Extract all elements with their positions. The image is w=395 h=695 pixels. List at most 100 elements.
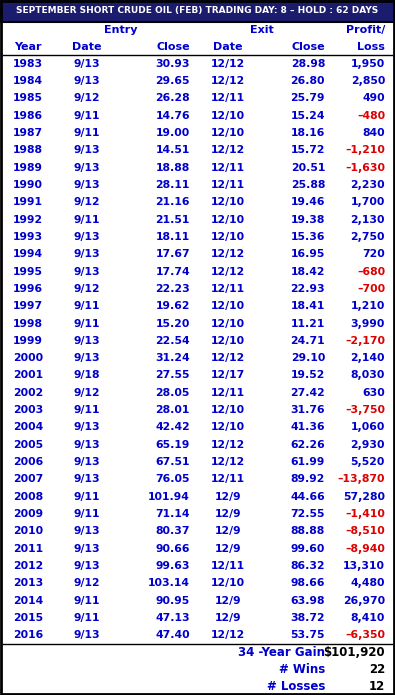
Text: 9/12: 9/12 — [74, 388, 100, 398]
Text: 103.14: 103.14 — [148, 578, 190, 589]
Text: Loss: Loss — [357, 42, 385, 51]
Text: 2,130: 2,130 — [350, 215, 385, 224]
Text: 2000: 2000 — [13, 353, 43, 363]
Text: 89.92: 89.92 — [291, 475, 325, 484]
Text: 2,230: 2,230 — [350, 180, 385, 190]
Text: 101.94: 101.94 — [148, 492, 190, 502]
Text: 90.66: 90.66 — [156, 543, 190, 554]
Text: –1,410: –1,410 — [345, 509, 385, 519]
Text: –480: –480 — [357, 111, 385, 121]
Text: 2007: 2007 — [13, 475, 43, 484]
Text: 12/10: 12/10 — [211, 215, 245, 224]
Text: 12/12: 12/12 — [211, 630, 245, 640]
Text: 1984: 1984 — [13, 76, 43, 86]
Text: 16.95: 16.95 — [291, 250, 325, 259]
Text: 2015: 2015 — [13, 613, 43, 623]
Text: 2016: 2016 — [13, 630, 43, 640]
Text: –8,510: –8,510 — [345, 526, 385, 537]
Text: 90.95: 90.95 — [156, 596, 190, 605]
Text: 12/10: 12/10 — [211, 578, 245, 589]
Text: 18.88: 18.88 — [156, 163, 190, 172]
Text: 12/12: 12/12 — [211, 76, 245, 86]
Text: 9/13: 9/13 — [74, 163, 100, 172]
Text: 88.88: 88.88 — [291, 526, 325, 537]
Text: 1996: 1996 — [13, 284, 43, 294]
Text: 19.46: 19.46 — [290, 197, 325, 207]
Text: 12/12: 12/12 — [211, 440, 245, 450]
Text: 28.11: 28.11 — [156, 180, 190, 190]
Text: 1985: 1985 — [13, 93, 43, 104]
Text: 29.65: 29.65 — [156, 76, 190, 86]
Text: 31.76: 31.76 — [290, 405, 325, 415]
Text: 12/11: 12/11 — [211, 180, 245, 190]
Text: 47.13: 47.13 — [155, 613, 190, 623]
Text: –2,170: –2,170 — [345, 336, 385, 346]
Text: 11.21: 11.21 — [291, 318, 325, 329]
Text: 9/12: 9/12 — [74, 578, 100, 589]
Text: 2,930: 2,930 — [350, 440, 385, 450]
Text: 18.11: 18.11 — [156, 232, 190, 242]
Text: 12/10: 12/10 — [211, 232, 245, 242]
Text: 2014: 2014 — [13, 596, 43, 605]
Text: 99.63: 99.63 — [156, 561, 190, 571]
Text: –8,940: –8,940 — [345, 543, 385, 554]
Text: 9/13: 9/13 — [74, 561, 100, 571]
Text: 9/11: 9/11 — [74, 111, 100, 121]
Text: 9/11: 9/11 — [74, 492, 100, 502]
Text: Profit/: Profit/ — [346, 25, 385, 35]
Text: 25.79: 25.79 — [290, 93, 325, 104]
Text: 12/9: 12/9 — [215, 492, 241, 502]
Text: Close: Close — [292, 42, 325, 51]
Text: 42.42: 42.42 — [155, 423, 190, 432]
Text: 12: 12 — [369, 680, 385, 693]
Text: 25.88: 25.88 — [291, 180, 325, 190]
Text: –3,750: –3,750 — [345, 405, 385, 415]
Text: 2011: 2011 — [13, 543, 43, 554]
Text: 1992: 1992 — [13, 215, 43, 224]
Text: 80.37: 80.37 — [156, 526, 190, 537]
Text: 2,850: 2,850 — [351, 76, 385, 86]
Text: 72.55: 72.55 — [290, 509, 325, 519]
Text: 2004: 2004 — [13, 423, 43, 432]
Text: # Losses: # Losses — [267, 680, 325, 693]
Text: 12/12: 12/12 — [211, 250, 245, 259]
Text: 840: 840 — [362, 128, 385, 138]
Text: 2009: 2009 — [13, 509, 43, 519]
Text: 18.41: 18.41 — [291, 301, 325, 311]
Text: 9/11: 9/11 — [74, 405, 100, 415]
Text: 9/11: 9/11 — [74, 301, 100, 311]
Text: 12/9: 12/9 — [215, 596, 241, 605]
Text: 9/12: 9/12 — [74, 93, 100, 104]
Text: Date: Date — [213, 42, 243, 51]
Text: 9/13: 9/13 — [74, 232, 100, 242]
Text: 27.42: 27.42 — [290, 388, 325, 398]
Text: 2006: 2006 — [13, 457, 43, 467]
Text: 12/11: 12/11 — [211, 475, 245, 484]
Text: 44.66: 44.66 — [290, 492, 325, 502]
Text: 9/13: 9/13 — [74, 440, 100, 450]
Text: 9/11: 9/11 — [74, 215, 100, 224]
Text: 61.99: 61.99 — [291, 457, 325, 467]
Text: 12/10: 12/10 — [211, 336, 245, 346]
Text: 31.24: 31.24 — [155, 353, 190, 363]
Text: 41.36: 41.36 — [290, 423, 325, 432]
Text: 12/12: 12/12 — [211, 457, 245, 467]
Text: 9/13: 9/13 — [74, 475, 100, 484]
Text: 21.16: 21.16 — [156, 197, 190, 207]
Text: 14.76: 14.76 — [155, 111, 190, 121]
Text: 71.14: 71.14 — [156, 509, 190, 519]
Text: –6,350: –6,350 — [345, 630, 385, 640]
Text: 9/11: 9/11 — [74, 596, 100, 605]
Text: 34 -Year Gain: 34 -Year Gain — [238, 646, 325, 659]
Text: 12/12: 12/12 — [211, 58, 245, 69]
Text: Exit: Exit — [250, 25, 273, 35]
Text: 1998: 1998 — [13, 318, 43, 329]
Text: 26.80: 26.80 — [290, 76, 325, 86]
Text: 630: 630 — [362, 388, 385, 398]
Text: –1,630: –1,630 — [345, 163, 385, 172]
Text: 28.05: 28.05 — [156, 388, 190, 398]
Text: 12/10: 12/10 — [211, 197, 245, 207]
Text: 15.24: 15.24 — [290, 111, 325, 121]
Text: 12/10: 12/10 — [211, 128, 245, 138]
Text: –700: –700 — [357, 284, 385, 294]
